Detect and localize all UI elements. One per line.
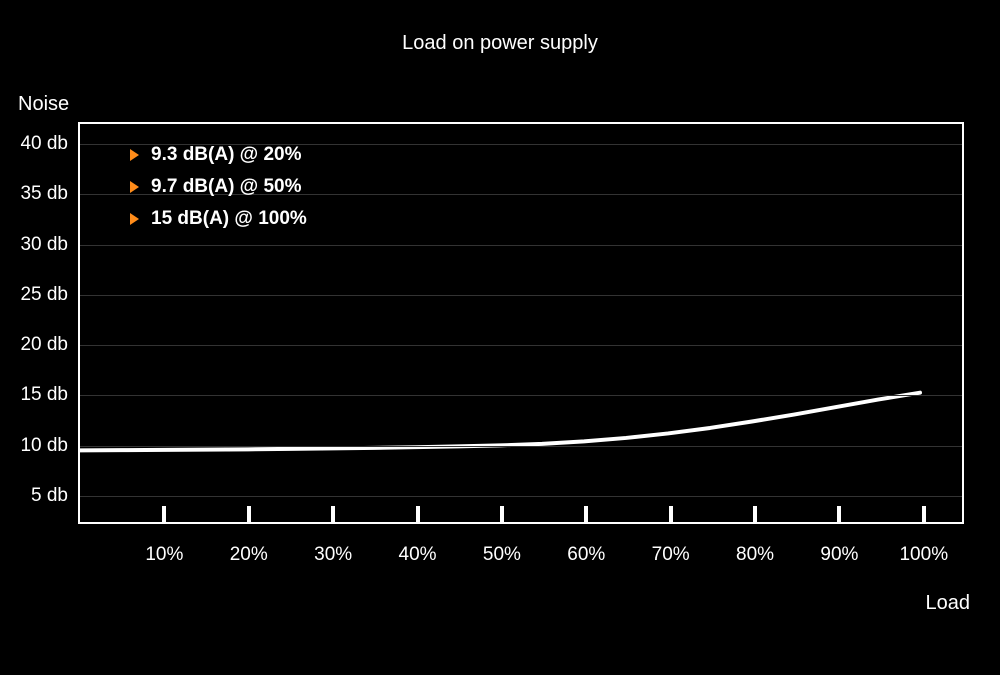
x-tick-mark	[247, 506, 251, 522]
y-tick-label: 15 db	[20, 384, 68, 406]
x-tick-mark	[922, 506, 926, 522]
legend-label: 15 dB(A) @ 100%	[151, 208, 307, 230]
x-tick-mark	[500, 506, 504, 522]
gridline	[80, 245, 962, 246]
x-tick-label: 70%	[652, 544, 690, 566]
gridline	[80, 446, 962, 447]
legend-label: 9.3 dB(A) @ 20%	[151, 144, 302, 166]
x-tick-mark	[162, 506, 166, 522]
x-tick-mark	[837, 506, 841, 522]
x-axis-title: Load	[926, 592, 971, 615]
legend-label: 9.7 dB(A) @ 50%	[151, 176, 302, 198]
x-tick-label: 10%	[145, 544, 183, 566]
y-tick-label: 35 db	[20, 183, 68, 205]
gridline	[80, 395, 962, 396]
triangle-icon	[130, 213, 139, 225]
x-tick-label: 60%	[567, 544, 605, 566]
triangle-icon	[130, 181, 139, 193]
x-tick-mark	[753, 506, 757, 522]
x-tick-label: 100%	[899, 544, 948, 566]
x-tick-mark	[584, 506, 588, 522]
x-tick-label: 50%	[483, 544, 521, 566]
y-axis-title: Noise	[18, 93, 69, 116]
legend-item: 9.3 dB(A) @ 20%	[130, 144, 307, 166]
legend-item: 15 dB(A) @ 100%	[130, 208, 307, 230]
noise-load-chart: Load on power supply Noise Load 5 db 10 d…	[0, 0, 1000, 675]
legend-item: 9.7 dB(A) @ 50%	[130, 176, 307, 198]
gridline	[80, 295, 962, 296]
x-tick-label: 40%	[399, 544, 437, 566]
y-tick-label: 25 db	[20, 284, 68, 306]
x-tick-label: 80%	[736, 544, 774, 566]
y-tick-label: 5 db	[31, 485, 68, 507]
legend: 9.3 dB(A) @ 20% 9.7 dB(A) @ 50% 15 dB(A)…	[130, 144, 307, 240]
gridline	[80, 496, 962, 497]
x-tick-mark	[331, 506, 335, 522]
x-tick-mark	[416, 506, 420, 522]
x-tick-label: 20%	[230, 544, 268, 566]
triangle-icon	[130, 149, 139, 161]
y-tick-label: 30 db	[20, 234, 68, 256]
y-tick-label: 10 db	[20, 435, 68, 457]
chart-title: Load on power supply	[0, 32, 1000, 55]
x-tick-label: 30%	[314, 544, 352, 566]
gridline	[80, 345, 962, 346]
x-tick-label: 90%	[820, 544, 858, 566]
x-tick-mark	[669, 506, 673, 522]
y-tick-label: 40 db	[20, 133, 68, 155]
y-tick-label: 20 db	[20, 334, 68, 356]
